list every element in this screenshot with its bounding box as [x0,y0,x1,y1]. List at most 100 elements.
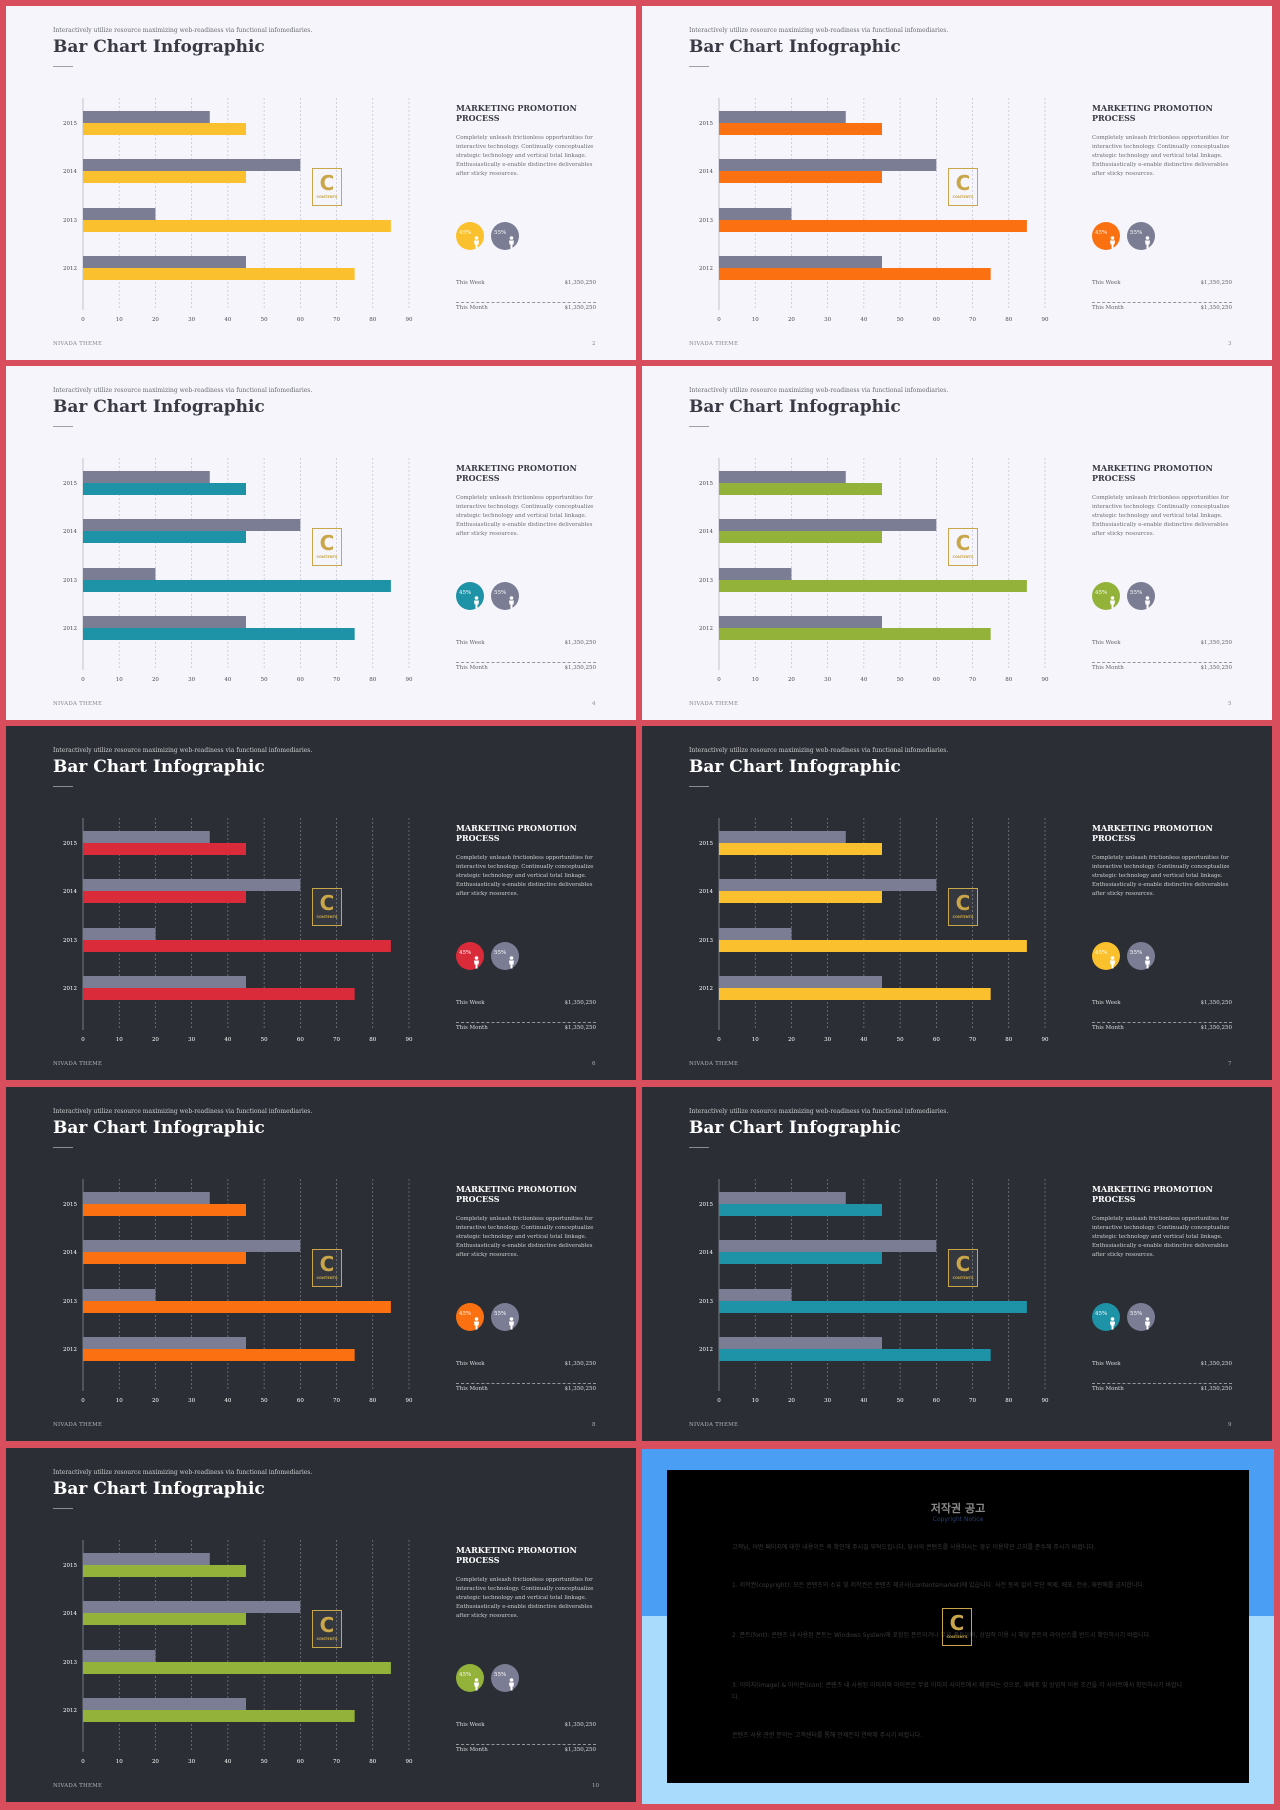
person-icon [1108,234,1117,253]
percent-label: 45% [459,950,472,956]
bar-gray [83,928,156,940]
percent-label: 55% [1130,590,1143,596]
x-tick-label: 40 [860,1398,867,1404]
x-tick-label: 10 [752,1037,759,1043]
notice-paragraph: 2. 폰트(font): 콘텐츠 내 사용된 폰트는 Windows Syste… [732,1632,1152,1639]
percent-circle-gray: 55% [491,582,519,610]
x-tick-label: 80 [1005,677,1012,683]
stat-label: This Week [456,1722,485,1728]
stat-label: This Week [456,1361,485,1367]
x-tick-label: 80 [1005,1398,1012,1404]
stat-divider [1092,1383,1232,1384]
tagline: Interactively utilize resource maximizin… [689,387,949,394]
y-category-label: 2013 [699,578,713,584]
title-underline [689,66,709,67]
slide-10: Interactively utilize resource maximizin… [6,1448,636,1802]
x-tick-label: 40 [224,1759,231,1765]
bar-gray [83,256,246,268]
x-tick-label: 10 [752,677,759,683]
x-tick-label: 80 [369,1398,376,1404]
stat-divider [1092,1022,1232,1023]
x-tick-label: 70 [333,677,340,683]
bar-accent [719,843,882,855]
logo-text: CONTENTS [952,555,974,559]
y-category-label: 2013 [63,1660,77,1666]
stat-value: $1,350,250 [564,1025,597,1031]
y-category-label: 2012 [63,1347,77,1353]
percent-label: 55% [494,590,507,596]
stat-value: $1,350,250 [564,1000,597,1006]
x-tick-label: 20 [152,317,159,323]
section-heading: MARKETING PROMOTION PROCESS [456,103,577,123]
x-tick-label: 10 [752,1398,759,1404]
tagline: Interactively utilize resource maximizin… [53,747,313,754]
contents-logo: C CONTENTS [948,528,978,566]
x-tick-label: 30 [824,1398,831,1404]
logo-letter: C [319,531,335,555]
bar-accent [83,1710,355,1722]
slide-title: Bar Chart Infographic [53,757,265,777]
percent-circle-gray: 55% [1127,222,1155,250]
y-category-label: 2013 [63,1299,77,1305]
bar-chart: 0 10 20 30 40 50 60 70 80 90 2015 2014 2013 2012 [63,458,413,683]
percent-label: 55% [494,950,507,956]
x-tick-label: 50 [261,1037,268,1043]
slide-2: Interactively utilize resource maximizin… [6,6,636,360]
stat-row-month: This Month $1,350,250 [456,1386,596,1392]
x-tick-label: 50 [261,1398,268,1404]
person-icon [1143,1315,1152,1334]
percent-circle-accent: 45% [456,1664,484,1692]
slide-title: Bar Chart Infographic [689,757,901,777]
y-category-label: 2013 [63,578,77,584]
person-icon [507,594,516,613]
stat-label: This Week [1092,1000,1121,1006]
stat-label: This Month [456,305,488,311]
title-underline [53,1508,73,1509]
bar-accent [83,220,391,232]
notice-paragraph: 고객님, 어떤 페이지에 대한 내용이든 꼭 확인해 주시길 부탁드립니다. 당… [732,1544,1096,1551]
stat-label: This Week [1092,1361,1121,1367]
page-number: 9 [1228,1422,1232,1428]
stat-label: This Week [456,1000,485,1006]
x-tick-label: 80 [369,677,376,683]
stat-divider [1092,302,1232,303]
bar-accent [719,123,882,135]
logo-text: CONTENTS [316,195,338,199]
x-tick-label: 60 [297,317,304,323]
stat-divider [456,662,596,663]
footer-brand: NIVADA THEME [53,341,103,347]
bar-accent [719,1252,882,1264]
bar-chart: 0 10 20 30 40 50 60 70 80 90 2015 2014 2013 2012 [699,458,1049,683]
x-tick-label: 90 [406,1037,413,1043]
percent-circle-accent: 45% [1092,222,1120,250]
x-tick-label: 30 [188,1398,195,1404]
percent-label: 55% [1130,1311,1143,1317]
x-tick-label: 10 [116,1398,123,1404]
person-icon [472,234,481,253]
logo-text: CONTENTS [316,915,338,919]
stat-label: This Month [456,1386,488,1392]
section-heading: MARKETING PROMOTION PROCESS [1092,463,1213,483]
percent-circle-accent: 45% [456,222,484,250]
footer-brand: NIVADA THEME [53,1422,103,1428]
stat-row-month: This Month $1,350,250 [456,305,596,311]
logo-letter: C [955,891,971,915]
copyright-notice: 저작권 공고 Copyright Notice 고객님, 어떤 페이지에 대한 … [642,1449,1274,1804]
bar-accent [719,891,882,903]
section-description: Completely unleash frictionless opportun… [1092,135,1230,177]
y-category-label: 2012 [63,266,77,272]
x-tick-label: 90 [406,317,413,323]
percent-label: 55% [494,1311,507,1317]
title-underline [689,1147,709,1148]
section-description: Completely unleash frictionless opportun… [456,135,594,177]
logo-letter: C [319,171,335,195]
y-category-label: 2014 [699,889,713,895]
percent-circle-accent: 45% [456,1303,484,1331]
x-tick-label: 40 [860,677,867,683]
section-description: Completely unleash frictionless opportun… [1092,495,1230,537]
person-icon [507,234,516,253]
title-underline [689,426,709,427]
contents-logo: C CONTENTS [948,888,978,926]
y-category-label: 2015 [699,121,713,127]
section-heading: MARKETING PROMOTION PROCESS [456,823,577,843]
